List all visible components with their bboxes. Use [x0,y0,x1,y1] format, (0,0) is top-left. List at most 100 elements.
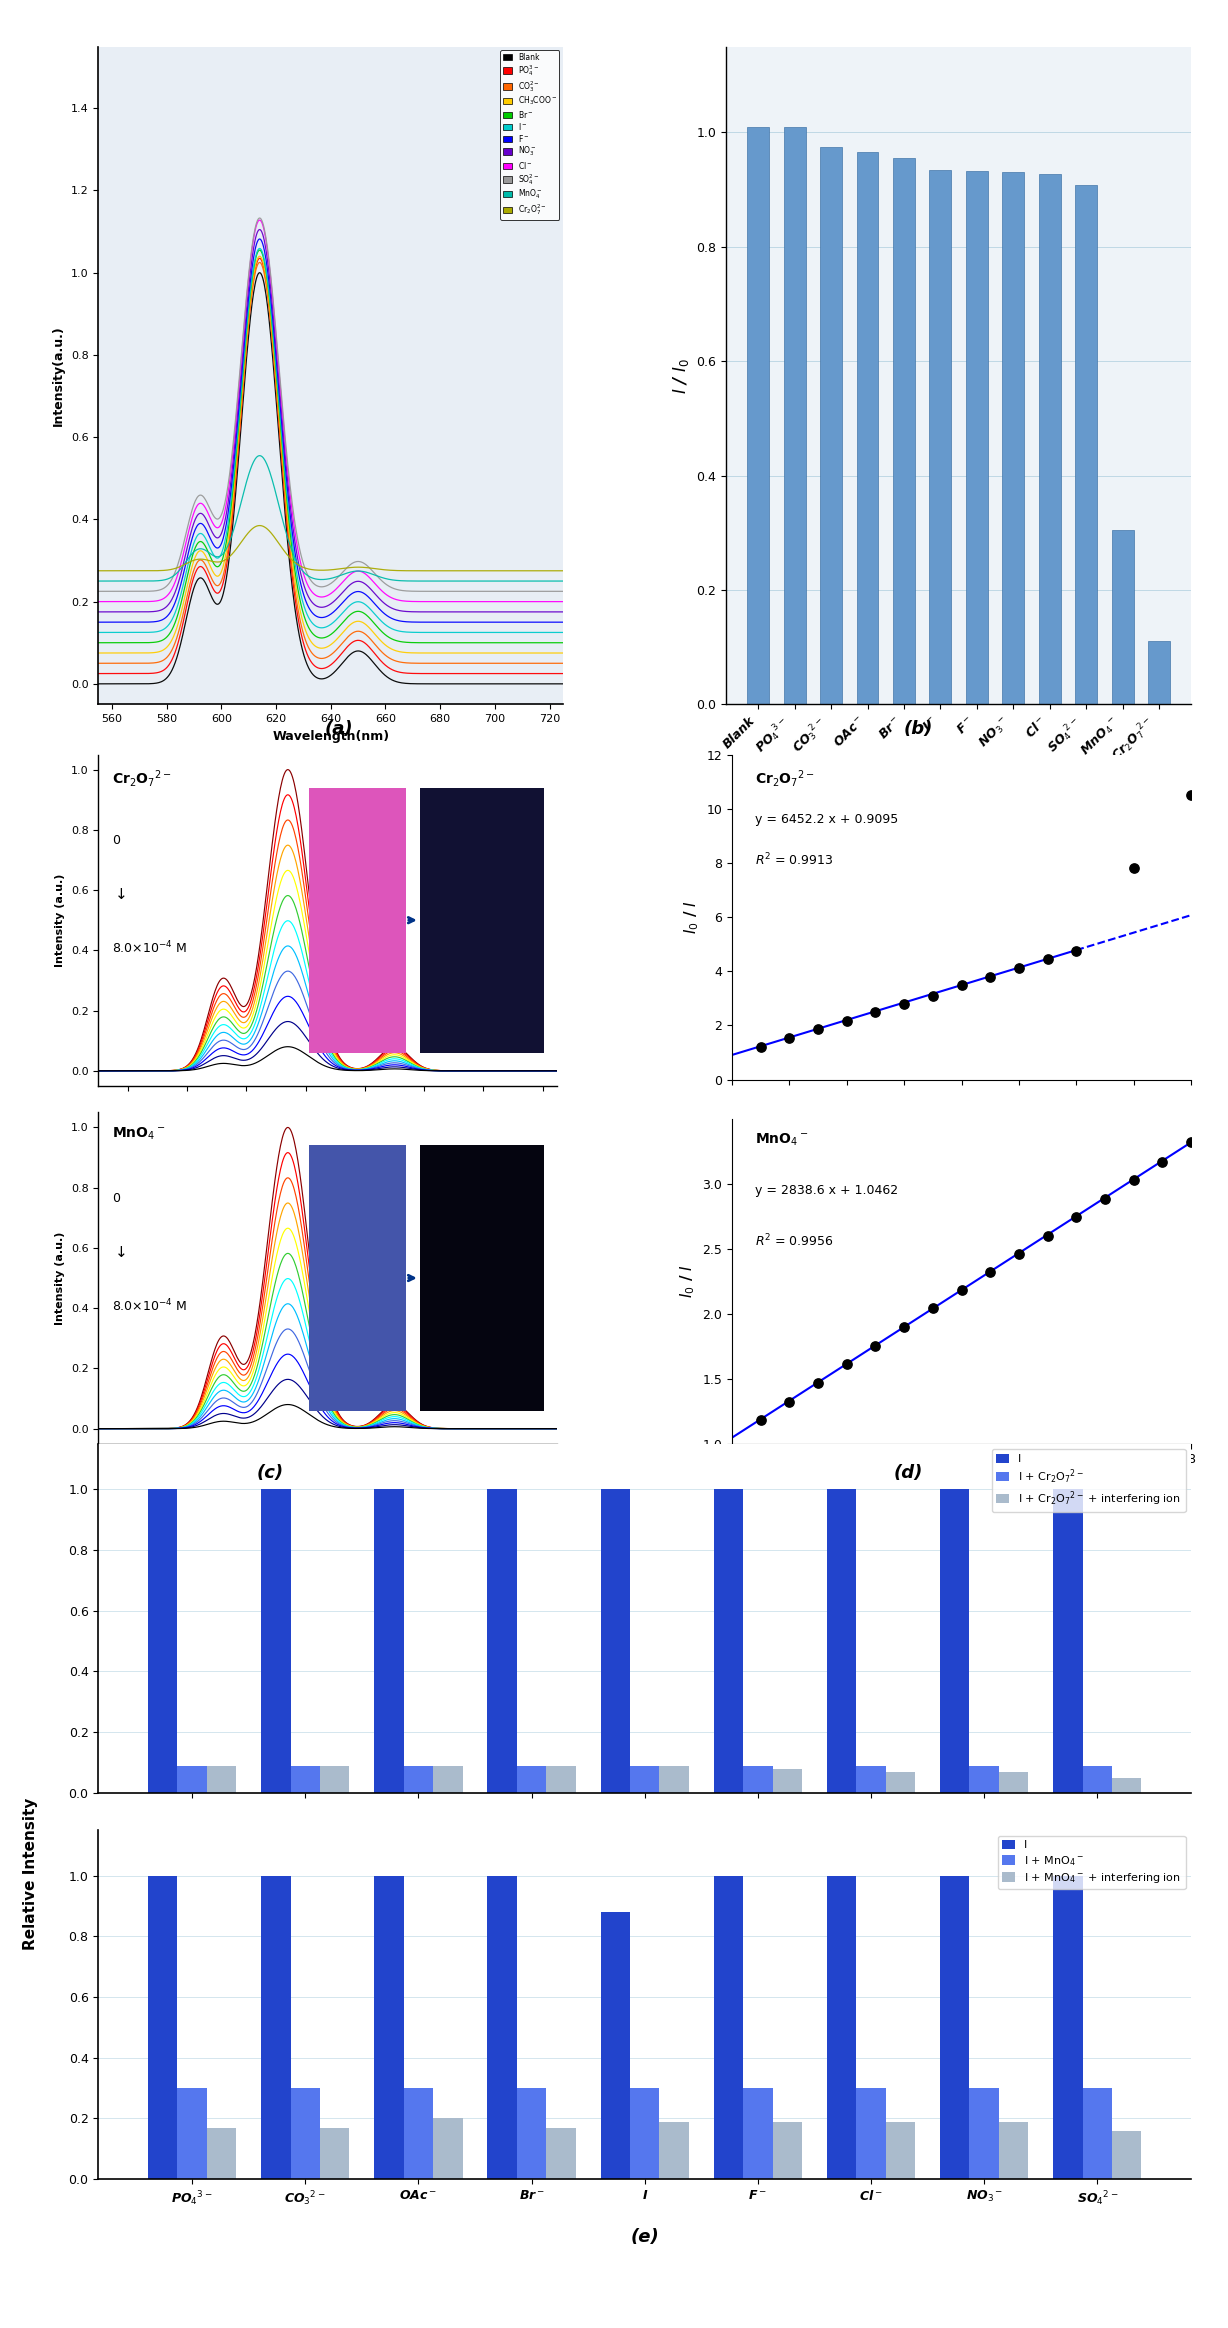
Bar [433,1765,463,1793]
Text: 8.0×10$^{-4}$ M: 8.0×10$^{-4}$ M [112,941,187,957]
Bar [783,126,806,705]
Point [1038,941,1057,978]
Point [780,1020,799,1057]
Bar [600,1911,630,2179]
Bar [885,1772,915,1793]
Point [808,1010,828,1048]
Bar [1113,2130,1142,2179]
Text: 8.0×10$^{-4}$ M: 8.0×10$^{-4}$ M [112,1299,187,1315]
Point [1067,1199,1087,1236]
Bar [659,2121,689,2179]
X-axis label: Wavelength (nm): Wavelength (nm) [268,1469,388,1483]
Bar [1054,1490,1083,1793]
Point [952,966,971,1003]
Bar [743,2088,772,2179]
Point [1095,1180,1115,1218]
Text: MnO$_4$$^-$: MnO$_4$$^-$ [755,1131,808,1148]
Point [980,1252,1000,1290]
Y-axis label: Intensity (a.u.): Intensity (a.u.) [55,873,65,966]
Bar [772,2121,802,2179]
Bar [1076,184,1097,705]
Bar [177,1765,206,1793]
Bar [659,1765,689,1793]
Y-axis label: Intensity (a.u.): Intensity (a.u.) [55,1232,65,1325]
Bar [546,2128,576,2179]
Bar [517,1765,546,1793]
Text: y = 6452.2 x + 0.9095: y = 6452.2 x + 0.9095 [755,812,898,826]
Bar [1054,1876,1083,2179]
Legend: I, I + Cr$_2$O$_7$$^{2-}$, I + Cr$_2$O$_7$$^{2-}$ + interfering ion: I, I + Cr$_2$O$_7$$^{2-}$, I + Cr$_2$O$_… [992,1450,1185,1513]
Bar [885,2121,915,2179]
Bar [630,2088,659,2179]
Bar [856,2088,885,2179]
Text: Cr$_2$O$_7$$^{2-}$: Cr$_2$O$_7$$^{2-}$ [112,768,172,789]
Point [1124,1162,1143,1199]
Bar [930,170,952,705]
Text: $R^2$ = 0.9913: $R^2$ = 0.9913 [755,852,834,868]
Bar [517,2088,546,2179]
Text: $\downarrow$: $\downarrow$ [112,887,126,901]
Point [780,1383,799,1420]
Bar [177,2088,206,2179]
Bar [1113,1779,1142,1793]
Text: 0: 0 [112,833,120,847]
Text: (a): (a) [324,719,352,738]
Bar [404,1765,433,1793]
Text: Cr$_2$O$_7$$^{2-}$: Cr$_2$O$_7$$^{2-}$ [755,768,814,789]
Point [1038,1218,1057,1255]
Bar [713,1490,743,1793]
Point [750,1029,770,1066]
X-axis label: Wavelength(nm): Wavelength(nm) [273,729,389,743]
Bar [998,1772,1028,1793]
Bar [826,1490,856,1793]
Text: Relative Intensity: Relative Intensity [23,1797,38,1951]
Bar [941,1876,969,2179]
Bar [713,1876,743,2179]
Bar [966,172,987,705]
Point [1153,1143,1173,1180]
Bar [404,2088,433,2179]
Bar [206,2128,236,2179]
Bar [856,1765,885,1793]
Text: MnO$_4$$^-$: MnO$_4$$^-$ [112,1127,166,1143]
Bar [941,1490,969,1793]
Point [980,959,1000,996]
Legend: Blank, PO$_4^{3-}$, CO$_3^{2-}$, CH$_3$COO$^-$, Br$^-$, I$^-$, F$^-$, NO$_3^-$, : Blank, PO$_4^{3-}$, CO$_3^{2-}$, CH$_3$C… [500,51,560,219]
Point [952,1271,971,1308]
Bar [1148,643,1170,705]
Y-axis label: $I$ / $I_0$: $I$ / $I_0$ [670,359,691,393]
Bar [321,1765,349,1793]
Bar [147,1490,177,1793]
Y-axis label: Intensity(a.u.): Intensity(a.u.) [53,326,65,426]
Bar [1083,2088,1113,2179]
Bar [488,1876,517,2179]
Point [837,1003,857,1041]
Text: y = 2838.6 x + 1.0462: y = 2838.6 x + 1.0462 [755,1183,898,1197]
Bar [291,1765,321,1793]
Bar [630,1765,659,1793]
Bar [147,1876,177,2179]
Point [894,985,914,1022]
Text: (e): (e) [630,2228,659,2247]
Bar [1111,531,1133,705]
Bar [743,1765,772,1793]
Text: $R^2$ = 0.9956: $R^2$ = 0.9956 [755,1232,834,1250]
Bar [206,1765,236,1793]
Bar [488,1490,517,1793]
Bar [433,2118,463,2179]
Bar [998,2121,1028,2179]
Point [1124,850,1143,887]
Text: Cr$_2$O$_7$$^{2-}$: Cr$_2$O$_7$$^{2-}$ [335,901,381,917]
Text: (c): (c) [257,1464,284,1483]
X-axis label: Concentration (×10$^{-4}$ M): Concentration (×10$^{-4}$ M) [874,1471,1049,1490]
Bar [546,1765,576,1793]
Point [1009,1236,1029,1273]
Bar [857,151,878,705]
Point [808,1364,828,1401]
Point [923,978,943,1015]
Point [1067,931,1087,968]
Bar [820,147,842,705]
Bar [291,2088,321,2179]
Text: (b): (b) [904,719,932,738]
Point [837,1346,857,1383]
